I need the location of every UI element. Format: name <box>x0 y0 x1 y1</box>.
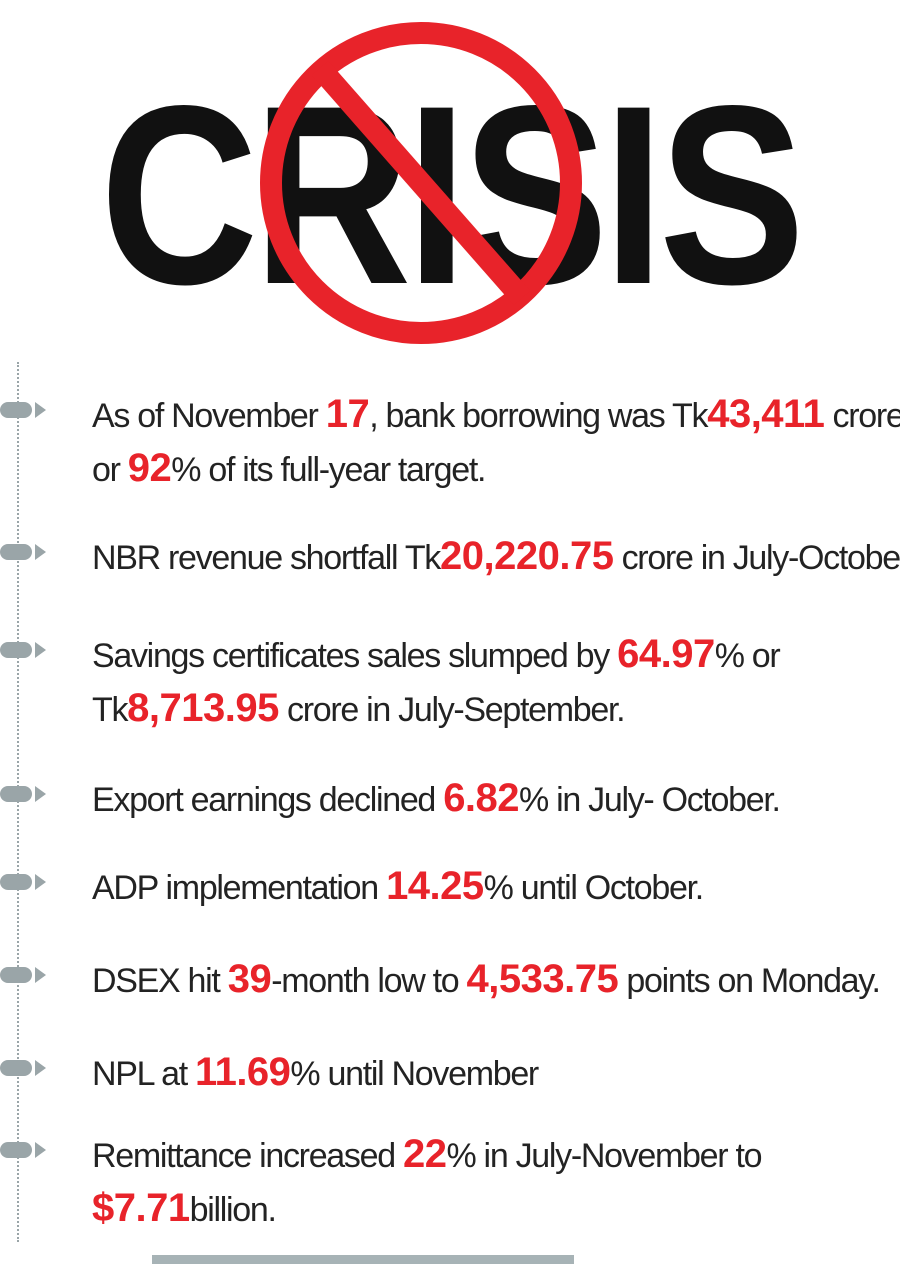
highlight-figure: 64.97 <box>617 632 715 676</box>
bullet-arrow-icon <box>0 786 46 802</box>
bullet-arrow-icon <box>0 544 46 560</box>
fact-text-segment: % until November <box>290 1055 539 1093</box>
fact-text-segment: % until October. <box>483 869 705 907</box>
highlight-figure: 39 <box>227 957 272 1001</box>
highlight-figure: 4,533.75 <box>466 957 619 1001</box>
fact-text: Savings certificates sales slumped by 64… <box>92 628 897 736</box>
bullet-arrow-icon <box>0 402 46 418</box>
fact-text-segment: Savings certificates sales slumped by <box>92 637 618 675</box>
highlight-figure: 8,713.95 <box>127 686 279 730</box>
fact-text-segment: % or <box>714 637 781 675</box>
no-sign-circle <box>260 22 582 344</box>
crisis-graphic: CRISIS <box>100 22 806 344</box>
fact-text-segment: % in July- October. <box>519 781 781 819</box>
bullet-arrow-icon <box>0 1060 46 1076</box>
fact-text-segment: Export earnings declined <box>92 781 444 819</box>
fact-text-segment: DSEX hit <box>92 962 228 1000</box>
fact-text: Export earnings declined 6.82% in July- … <box>92 772 897 826</box>
bullet-arrow-icon <box>0 967 46 983</box>
fact-text-segment: Remittance increased <box>92 1137 403 1175</box>
fact-text: NBR revenue shortfall Tk20,220.75 crore … <box>92 530 900 584</box>
highlight-figure: 6.82 <box>443 776 520 820</box>
highlight-figure: 14.25 <box>386 864 484 908</box>
highlight-figure: 11.69 <box>195 1050 291 1094</box>
fact-text-segment: -month low to <box>271 962 467 1000</box>
highlight-figure: 22 <box>402 1132 447 1176</box>
fact-text-segment: , bank borrowing was Tk <box>369 397 708 435</box>
fact-text-segment: As of November <box>92 397 326 435</box>
bottom-divider <box>152 1255 574 1264</box>
fact-text: As of November 17, bank borrowing was Tk… <box>92 388 900 496</box>
crisis-title: CRISIS <box>100 53 800 338</box>
no-sign-icon <box>260 22 582 344</box>
fact-text: NPL at 11.69% until November <box>92 1046 897 1100</box>
highlight-figure: 92 <box>127 446 172 490</box>
fact-text-segment: billion. <box>189 1191 277 1229</box>
bullet-arrow-icon <box>0 642 46 658</box>
highlight-figure: 17 <box>325 392 370 436</box>
fact-text-segment: Tk <box>92 691 128 729</box>
fact-text-segment: NPL at <box>92 1055 196 1093</box>
fact-text-segment: points on Monday. <box>618 962 881 1000</box>
fact-text-segment: ADP implementation <box>92 869 387 907</box>
bullet-arrow-icon <box>0 874 46 890</box>
fact-text-segment: crore <box>824 397 900 435</box>
fact-text: DSEX hit 39-month low to 4,533.75 points… <box>92 953 897 1007</box>
fact-text-segment: % in July-November to <box>446 1137 762 1175</box>
fact-text-segment: % of its full-year target. <box>171 451 486 489</box>
no-sign-slash <box>311 60 531 306</box>
fact-text: ADP implementation 14.25% until October. <box>92 860 897 914</box>
fact-text-segment: crore in July-October <box>613 539 900 577</box>
crisis-header: CRISIS <box>0 0 900 360</box>
highlight-figure: $7.71 <box>92 1186 190 1230</box>
bullet-arrow-icon <box>0 1142 46 1158</box>
highlight-figure: 20,220.75 <box>440 534 614 578</box>
fact-text-segment: crore in July-September. <box>278 691 626 729</box>
fact-text: Remittance increased 22% in July-Novembe… <box>92 1128 897 1236</box>
fact-text-segment: or <box>92 451 128 489</box>
highlight-figure: 43,411 <box>707 392 825 436</box>
fact-text-segment: NBR revenue shortfall Tk <box>92 539 441 577</box>
